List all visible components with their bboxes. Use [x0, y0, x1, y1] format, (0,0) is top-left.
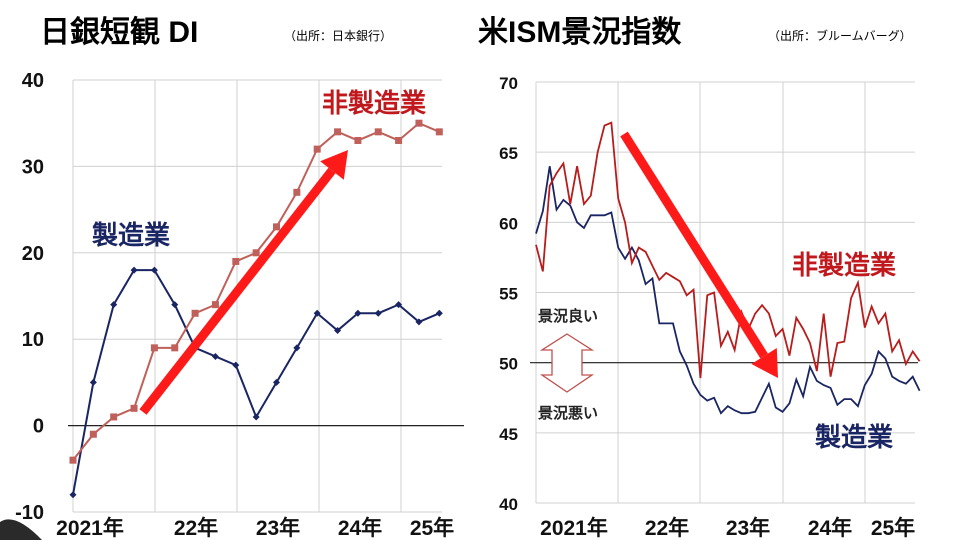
data-point [150, 344, 158, 352]
left-label-nonmanufacturing: 非製造業 [322, 88, 426, 118]
y-tick-label: 70 [499, 74, 518, 93]
data-point [191, 309, 199, 317]
left-chart-source: （出所：日本銀行） [284, 29, 392, 43]
y-tick-label: 60 [499, 214, 518, 233]
data-point [150, 266, 158, 274]
data-point [313, 309, 321, 317]
series-line-nonmanufacturing [72, 122, 440, 461]
series-line-nonmanufacturing [535, 121, 921, 379]
data-point [89, 430, 97, 438]
data-point [89, 378, 97, 386]
double-arrow-icon [539, 333, 595, 393]
y-tick-label: 45 [499, 425, 518, 444]
data-point [435, 309, 443, 317]
data-point [130, 266, 138, 274]
x-tick-label: 25年 [871, 516, 915, 540]
data-point [171, 301, 179, 309]
x-tick-label: 23年 [726, 516, 770, 540]
series-line-manufacturing [535, 166, 921, 415]
y-tick-label: 40 [499, 495, 518, 514]
corner-shape [0, 519, 42, 540]
data-point [334, 128, 342, 136]
data-point [171, 344, 179, 352]
data-point [415, 119, 423, 127]
y-tick-label: 50 [499, 355, 518, 374]
data-point [334, 327, 342, 335]
data-point [313, 145, 321, 153]
y-tick-label: 40 [22, 70, 44, 92]
y-tick-label: 20 [22, 243, 44, 265]
trend-arrow-up-shaft [139, 167, 336, 415]
data-point [232, 257, 240, 265]
y-tick-label: 30 [22, 156, 44, 178]
data-point [374, 309, 382, 317]
data-point [252, 249, 260, 257]
data-point [211, 352, 219, 360]
series-line-manufacturing [72, 269, 440, 495]
y-tick-label: -10 [15, 502, 44, 524]
trend-arrow-up-head [320, 150, 348, 180]
data-point [69, 456, 77, 464]
trend-arrow-down-head [751, 348, 778, 378]
right-chart-title: 米ISM景況指数 [478, 16, 682, 49]
left-label-manufacturing: 製造業 [92, 220, 170, 250]
x-tick-label: 23年 [256, 516, 300, 540]
x-tick-label: 24年 [808, 516, 852, 540]
data-point [211, 301, 219, 309]
right-chart-source: （出所：ブルームバーグ） [768, 28, 912, 43]
y-tick-label: 55 [499, 285, 518, 304]
data-point [395, 136, 403, 144]
note-bad: 景況悪い [538, 404, 598, 422]
data-point [415, 318, 423, 326]
data-point [354, 309, 362, 317]
data-point [273, 223, 280, 231]
data-point [252, 413, 260, 421]
x-tick-label: 2021年 [56, 516, 124, 540]
data-point [69, 491, 77, 499]
y-tick-label: 10 [22, 329, 44, 351]
data-point [110, 301, 118, 309]
x-tick-label: 2021年 [540, 516, 608, 540]
left-chart: 40 30 20 10 0 -10 2021年 22年 23年 24年 25年 [15, 70, 464, 540]
data-point [293, 188, 301, 196]
data-point [110, 413, 118, 421]
y-tick-label: 65 [499, 144, 518, 163]
y-tick-label: 0 [33, 416, 44, 438]
x-tick-label: 25年 [410, 516, 454, 540]
trend-arrow-down-shaft [620, 131, 768, 359]
data-point [354, 136, 362, 144]
data-point [273, 378, 280, 386]
note-good: 景況良い [538, 307, 598, 325]
x-tick-label: 24年 [338, 516, 382, 540]
right-label-nonmanufacturing: 非製造業 [792, 250, 896, 280]
data-point [130, 404, 138, 412]
data-point [232, 361, 240, 369]
left-chart-title: 日銀短観 DI [40, 15, 198, 49]
data-point [435, 128, 443, 136]
right-label-manufacturing: 製造業 [815, 422, 893, 452]
right-chart: 70 65 60 55 50 45 40 2021年 22年 23年 24年 25年 [499, 74, 921, 540]
data-point [374, 128, 382, 136]
x-tick-label: 22年 [174, 516, 218, 540]
data-point [293, 344, 301, 352]
data-point [395, 301, 403, 309]
x-tick-label: 22年 [645, 516, 689, 540]
